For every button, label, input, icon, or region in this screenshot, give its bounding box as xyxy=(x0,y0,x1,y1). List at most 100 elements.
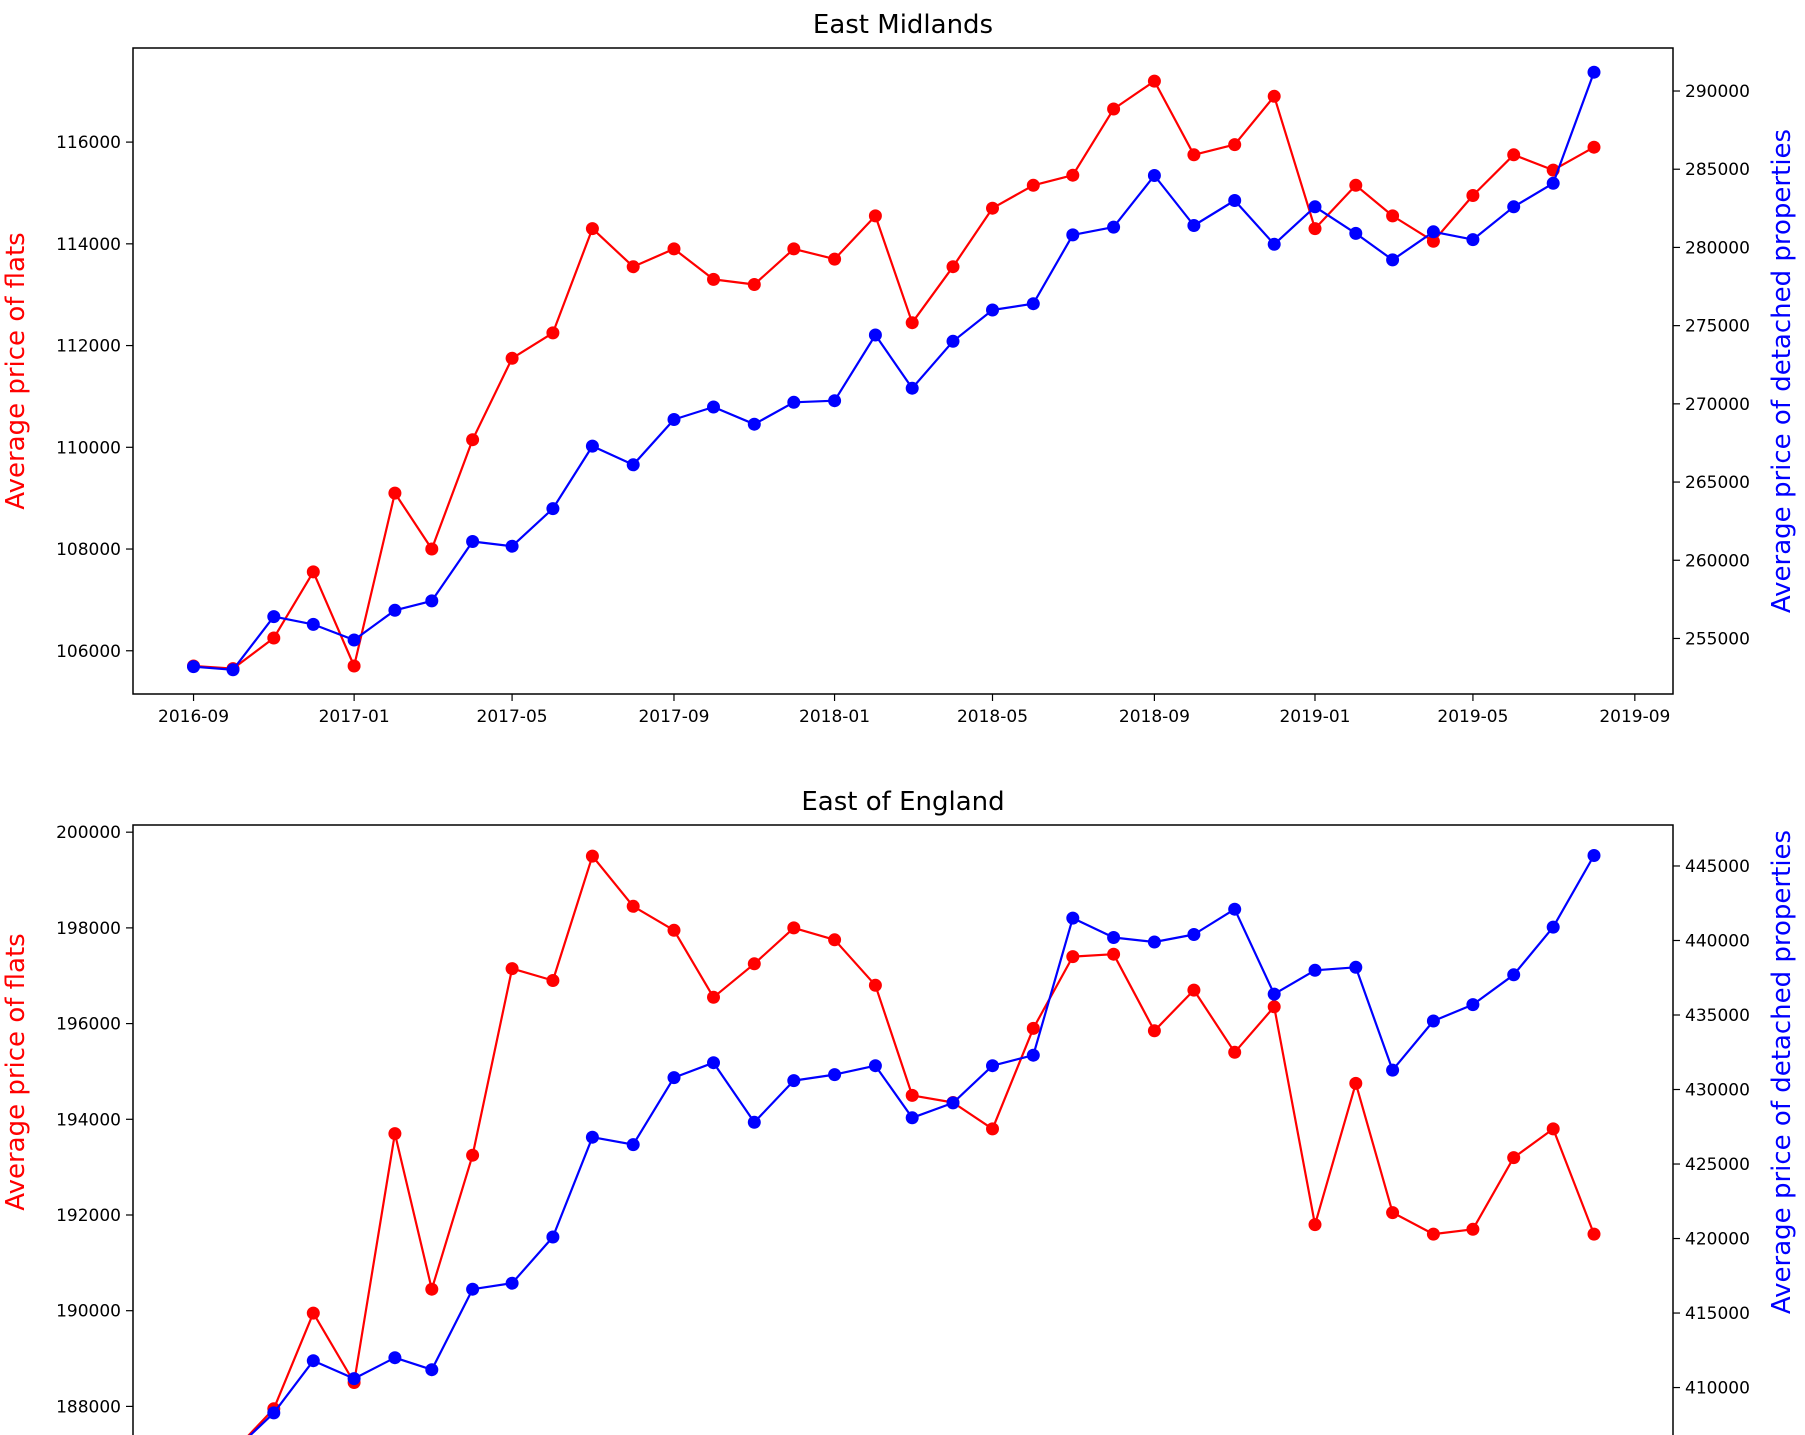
data-point-detached xyxy=(585,439,599,453)
right-y-tick-label: 420000 xyxy=(1685,1230,1750,1250)
left-y-axis-label: Average price of flats xyxy=(1,232,31,509)
data-point-detached xyxy=(1546,920,1560,934)
data-point-flats xyxy=(1507,1151,1521,1165)
data-point-flats xyxy=(905,316,919,330)
left-y-tick-label: 108000 xyxy=(56,540,121,560)
data-point-detached xyxy=(787,1074,801,1088)
data-point-flats xyxy=(466,433,480,447)
right-y-tick-label: 275000 xyxy=(1685,317,1750,337)
data-point-flats xyxy=(1426,1227,1440,1241)
plot-area xyxy=(247,849,1601,1435)
data-point-detached xyxy=(747,417,761,431)
left-y-tick-label: 188000 xyxy=(56,1397,121,1417)
data-point-detached xyxy=(905,1111,919,1125)
data-point-detached xyxy=(905,381,919,395)
data-point-flats xyxy=(388,486,402,500)
right-y-tick-label: 255000 xyxy=(1685,629,1750,649)
left-y-tick-label: 194000 xyxy=(56,1110,121,1130)
data-point-flats xyxy=(1228,138,1242,152)
data-point-detached xyxy=(505,539,519,553)
data-point-flats xyxy=(1187,148,1201,162)
data-point-flats xyxy=(667,923,681,937)
x-tick-label: 2017-05 xyxy=(477,707,548,727)
data-point-detached xyxy=(546,502,560,516)
data-point-detached xyxy=(466,1282,480,1296)
data-point-detached xyxy=(546,1230,560,1244)
data-point-flats xyxy=(868,209,882,223)
data-point-detached xyxy=(667,413,681,426)
data-point-detached xyxy=(707,400,720,414)
x-tick-label: 2019-05 xyxy=(1437,707,1508,727)
data-point-detached xyxy=(306,1354,320,1368)
left-y-tick-label: 112000 xyxy=(56,337,121,357)
x-tick-label: 2018-09 xyxy=(1119,707,1190,727)
chart-title: East Midlands xyxy=(813,10,993,40)
data-point-flats xyxy=(1466,1222,1480,1236)
data-point-detached xyxy=(347,1372,361,1386)
data-point-flats xyxy=(546,974,560,987)
data-point-detached xyxy=(1349,960,1363,974)
data-point-detached xyxy=(306,617,320,631)
data-point-flats xyxy=(667,242,681,256)
data-point-detached xyxy=(986,303,999,317)
right-y-tick-label: 280000 xyxy=(1685,238,1750,258)
data-point-flats xyxy=(505,351,519,365)
data-point-detached xyxy=(1386,253,1400,267)
data-point-flats xyxy=(1147,1024,1161,1038)
data-point-detached xyxy=(868,1059,882,1073)
data-point-flats xyxy=(1228,1045,1242,1059)
data-point-flats xyxy=(425,1282,439,1296)
data-point-detached xyxy=(1066,228,1080,242)
data-point-detached xyxy=(267,610,281,624)
data-point-flats xyxy=(466,1148,480,1162)
data-point-flats xyxy=(1466,189,1480,202)
data-point-detached xyxy=(707,1056,720,1070)
data-point-detached xyxy=(667,1071,681,1085)
data-point-detached xyxy=(585,1130,599,1144)
data-point-detached xyxy=(226,663,240,677)
data-point-flats xyxy=(707,990,720,1004)
right-y-tick-label: 440000 xyxy=(1685,931,1750,951)
data-point-flats xyxy=(1386,209,1400,223)
data-point-detached xyxy=(388,603,402,617)
data-point-flats xyxy=(1308,1218,1322,1232)
data-point-detached xyxy=(868,328,882,342)
data-point-flats xyxy=(546,326,560,340)
x-tick-label: 2017-09 xyxy=(638,707,709,727)
data-point-detached xyxy=(986,1059,999,1073)
left-y-tick-label: 198000 xyxy=(56,919,121,939)
right-y-axis-label: Average price of detached properties xyxy=(1767,830,1797,1314)
data-point-detached xyxy=(1466,998,1480,1012)
data-point-flats xyxy=(388,1127,402,1141)
data-point-flats xyxy=(1147,74,1161,88)
data-point-detached xyxy=(1228,194,1242,207)
x-tick-label: 2018-05 xyxy=(957,707,1028,727)
data-point-flats xyxy=(747,278,761,291)
data-point-flats xyxy=(1587,140,1601,154)
data-point-flats xyxy=(626,899,640,913)
data-point-flats xyxy=(505,962,519,976)
data-point-detached xyxy=(787,395,801,409)
x-tick-label: 2019-01 xyxy=(1279,707,1350,727)
chart-title: East of England xyxy=(801,787,1004,817)
data-point-flats xyxy=(585,849,599,863)
data-point-flats xyxy=(306,565,320,579)
right-y-tick-label: 260000 xyxy=(1685,551,1750,571)
x-tick-label: 2016-09 xyxy=(158,707,229,727)
data-point-detached xyxy=(388,1351,402,1365)
data-point-detached xyxy=(1507,968,1521,982)
right-y-tick-label: 425000 xyxy=(1685,1155,1750,1175)
data-point-detached xyxy=(267,1406,281,1420)
data-point-flats xyxy=(1026,178,1040,192)
data-point-flats xyxy=(986,1122,999,1136)
data-point-detached xyxy=(1026,1048,1040,1062)
right-y-tick-label: 285000 xyxy=(1685,160,1750,180)
data-point-flats xyxy=(1267,1000,1281,1014)
data-point-detached xyxy=(1466,233,1480,247)
data-point-flats xyxy=(828,252,842,266)
data-point-detached xyxy=(1267,237,1281,251)
data-point-detached xyxy=(626,458,640,472)
series-line-flats xyxy=(193,79,1595,670)
data-point-detached xyxy=(828,1068,842,1082)
right-y-tick-label: 435000 xyxy=(1685,1006,1750,1026)
